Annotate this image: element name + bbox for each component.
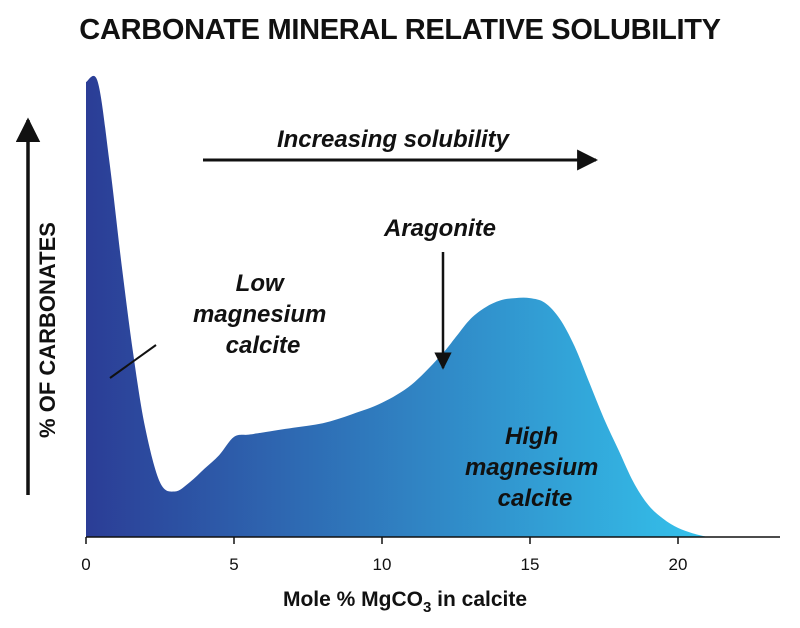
x-tick-label-15: 15 [521, 555, 540, 574]
x-tick-label-0: 0 [81, 555, 90, 574]
low-mg-line-2: magnesium [193, 301, 326, 328]
x-axis-label-main: Mole % MgCO [283, 588, 423, 611]
low-mg-label: Low magnesium calcite [193, 270, 333, 359]
x-tick-label-5: 5 [229, 555, 238, 574]
aragonite-label: Aragonite [383, 215, 496, 242]
x-axis-label-subscript: 3 [423, 599, 431, 616]
x-tick-label-20: 20 [669, 555, 688, 574]
chart-title: CARBONATE MINERAL RELATIVE SOLUBILITY [79, 14, 721, 46]
low-mg-line-3: calcite [226, 332, 301, 359]
carbonate-area [86, 75, 708, 538]
x-axis-label-tail: in calcite [431, 588, 527, 611]
low-mg-pointer [109, 344, 157, 379]
increasing-solubility-label: Increasing solubility [277, 126, 511, 153]
high-mg-label: High magnesium calcite [465, 423, 605, 512]
high-mg-line-3: calcite [498, 485, 573, 512]
x-tick-label-10: 10 [373, 555, 392, 574]
low-mg-line-1: Low [236, 270, 285, 297]
x-ticks: 0 5 10 15 20 [81, 537, 687, 574]
high-mg-line-2: magnesium [465, 454, 598, 481]
x-axis-label: Mole % MgCO3 in calcite [283, 588, 527, 616]
high-mg-line-1: High [505, 423, 558, 450]
y-axis-label: % OF CARBONATES [35, 222, 60, 438]
